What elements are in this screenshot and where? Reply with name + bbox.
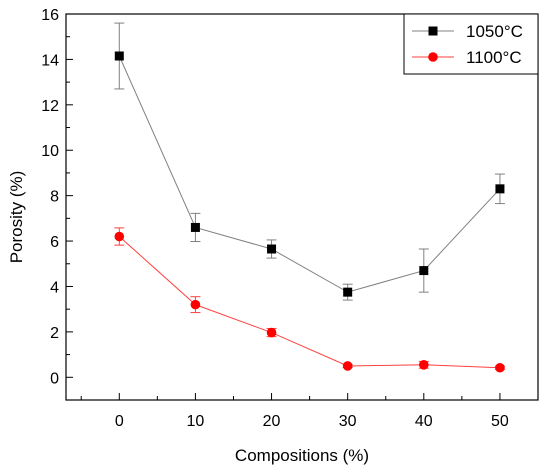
series-line (118, 236, 500, 369)
legend-box (403, 13, 539, 75)
y-axis-label: Porosity (%) (7, 171, 26, 264)
data-point (343, 287, 353, 297)
y-tick-label: 10 (41, 143, 59, 160)
series-layer (114, 22, 505, 373)
plot-frame (65, 13, 539, 401)
y-tick-label: 6 (50, 234, 59, 251)
y-tick-label: 0 (50, 370, 59, 387)
series-line (118, 55, 501, 293)
data-point (114, 51, 124, 61)
x-tick-label: 20 (263, 413, 281, 430)
series-2 (114, 227, 505, 373)
y-axis-ticks: 0 2 4 6 8 10 12 14 16 (41, 7, 73, 387)
data-point (495, 184, 505, 194)
y-tick-label: 4 (50, 279, 59, 296)
data-point (267, 244, 277, 254)
y-tick-label: 16 (41, 7, 59, 24)
y-tick-label: 8 (50, 189, 59, 206)
legend-item: 1100°C (412, 48, 522, 67)
x-axis-ticks: 0 10 20 30 40 50 (80, 393, 509, 430)
y-tick-label: 12 (41, 98, 59, 115)
series-1 (114, 22, 505, 301)
data-point (342, 361, 353, 371)
x-tick-label: 50 (491, 413, 509, 430)
legend-marker (428, 52, 438, 62)
data-point (190, 222, 200, 232)
x-tick-label: 30 (339, 413, 357, 430)
legend: 1050°C 1100°C (403, 13, 539, 75)
data-point (190, 299, 201, 310)
data-point (419, 266, 429, 276)
data-point (495, 362, 505, 373)
legend-label: 1100°C (466, 48, 522, 67)
data-point (114, 231, 125, 242)
legend-marker (428, 26, 438, 36)
legend-label: 1050°C (466, 22, 523, 41)
x-tick-label: 40 (415, 413, 433, 430)
x-tick-label: 10 (187, 413, 205, 430)
y-tick-label: 14 (41, 52, 59, 69)
y-tick-label: 2 (50, 325, 59, 342)
x-tick-label: 0 (115, 413, 124, 430)
legend-item: 1050°C (412, 22, 523, 41)
plot-border (65, 13, 539, 401)
x-axis-label: Compositions (%) (235, 446, 369, 465)
data-point (266, 327, 277, 338)
data-point (419, 360, 429, 370)
